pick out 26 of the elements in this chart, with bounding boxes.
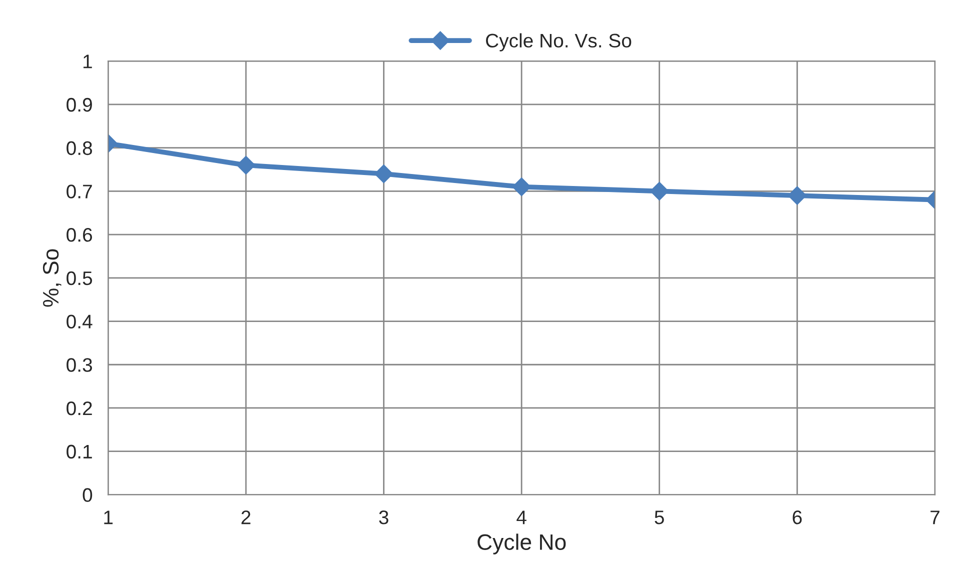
y-axis-title: %, So xyxy=(42,249,62,307)
y-tick-label: 0.8 xyxy=(66,141,92,156)
point xyxy=(788,186,807,205)
y-tick-label: 0.2 xyxy=(66,401,92,416)
x-tick-label: 5 xyxy=(654,510,664,524)
y-tick-label: 0.3 xyxy=(66,358,92,372)
y-tick-label: 0 xyxy=(82,488,92,502)
point xyxy=(650,182,669,201)
y-tick-label: 0.4 xyxy=(66,314,92,328)
point xyxy=(236,156,256,175)
legend-label: Cycle No. Vs. So xyxy=(486,33,632,52)
x-tick-label: 3 xyxy=(379,510,388,524)
x-tick-label: 4 xyxy=(516,510,526,524)
y-tick-label: 0.6 xyxy=(66,228,92,242)
x-tick-label: 7 xyxy=(930,510,940,524)
y-tick-label: 0.7 xyxy=(66,184,92,198)
y-tick-label: 0.1 xyxy=(66,444,92,459)
y-tick-label: 0.9 xyxy=(66,98,92,112)
y-tick-label: 1 xyxy=(84,54,92,68)
x-tick-label: 6 xyxy=(792,510,802,524)
x-axis-title: Cycle No xyxy=(478,534,566,554)
x-tick-label: 1 xyxy=(104,510,113,524)
point xyxy=(512,177,531,196)
point xyxy=(374,164,394,184)
y-tick-label: 0.5 xyxy=(66,271,92,286)
x-tick-label: 2 xyxy=(242,510,250,524)
